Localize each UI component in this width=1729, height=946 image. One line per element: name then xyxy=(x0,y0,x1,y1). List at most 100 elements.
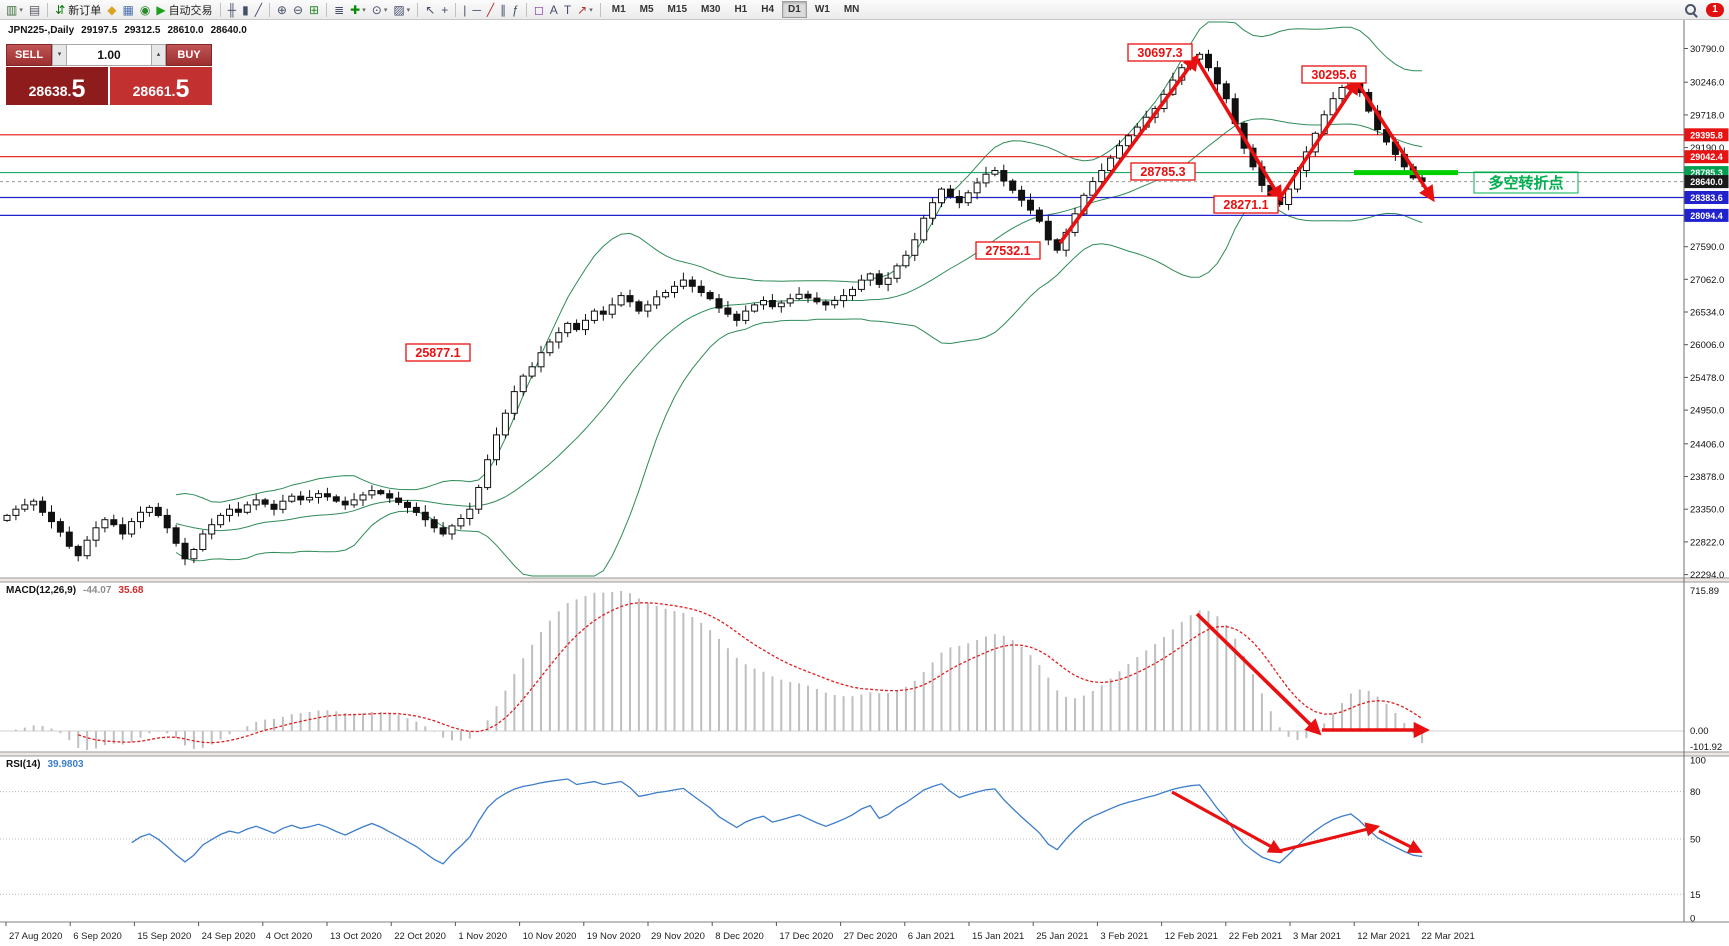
search-icon[interactable] xyxy=(1683,2,1699,18)
macd-axis-max: 715.89 xyxy=(1690,586,1719,597)
line-chart-icon[interactable]: ╱ xyxy=(252,1,265,19)
print-icon: ▦ xyxy=(122,2,134,17)
new-chart-icon[interactable]: ▥ ▾ xyxy=(3,1,26,19)
metaeditor-icon[interactable]: ◆ xyxy=(104,1,119,19)
time-tick-label: 25 Jan 2021 xyxy=(1036,931,1088,942)
cursor-icon: ↖ xyxy=(425,2,436,17)
shapes-icon[interactable]: ◻ xyxy=(531,1,547,19)
price-tick-label: 25478.0 xyxy=(1690,373,1724,384)
search-icon-handle xyxy=(1692,12,1698,18)
trend-arrow[interactable] xyxy=(1194,57,1283,203)
trend-arrow-rsi[interactable] xyxy=(1378,829,1423,853)
toolbar-separator xyxy=(219,2,221,17)
time-tick-label: 6 Sep 2020 xyxy=(73,931,122,942)
timeframe-mn[interactable]: MN xyxy=(843,4,860,15)
buy-price-main: 28661. xyxy=(132,83,176,99)
search-icon-circle xyxy=(1685,4,1696,15)
price-tick-label: 26534.0 xyxy=(1690,308,1724,319)
trendline-icon[interactable]: ╱ xyxy=(484,1,497,19)
price-tick-label: 22822.0 xyxy=(1690,537,1724,548)
time-tick-label: 19 Nov 2020 xyxy=(587,931,641,942)
macd-histogram xyxy=(14,591,1424,750)
horizontal-line-icon[interactable]: ─ xyxy=(469,1,484,19)
volume-input[interactable] xyxy=(67,44,151,66)
pivot-annotation[interactable]: 30697.3 xyxy=(1127,43,1193,62)
sell-price[interactable]: 28638. 5 xyxy=(6,67,108,105)
time-axis[interactable]: 27 Aug 2020 6 Sep 2020 15 Sep 2020 24 Sep 2… xyxy=(5,922,1475,942)
dropdown-caret-icon: ▾ xyxy=(19,6,23,14)
timeframe-buttons: M1 M5 M15 M30 H1 H4 D1 W1 MN xyxy=(605,0,867,20)
rsi-axis-80: 80 xyxy=(1690,787,1701,798)
tile-windows-icon[interactable]: ⊞ xyxy=(306,1,322,19)
price-axis[interactable]: 30790.0 30246.0 29718.0 29190.0 27590.0 27062… xyxy=(1684,44,1729,581)
svg-text:27532.1: 27532.1 xyxy=(985,244,1030,258)
pivot-annotation[interactable]: 25877.1 xyxy=(405,343,471,362)
indicators-icon[interactable]: ≣ xyxy=(331,1,347,19)
pivot-annotation[interactable]: 30295.6 xyxy=(1301,65,1367,84)
profiles-icon[interactable]: ▤ xyxy=(26,1,43,19)
candle-chart-icon[interactable]: ▮ xyxy=(239,1,252,19)
svg-text:28094.4: 28094.4 xyxy=(1690,211,1723,221)
svg-text:28271.1: 28271.1 xyxy=(1223,198,1268,212)
buy-button[interactable]: BUY xyxy=(166,44,212,66)
trend-arrow-rsi[interactable] xyxy=(1278,822,1381,853)
trend-arrow[interactable] xyxy=(1278,77,1360,199)
price-tick-label: 24950.0 xyxy=(1690,406,1724,417)
text-icon[interactable]: A xyxy=(547,1,561,19)
trend-arrow[interactable] xyxy=(1355,81,1435,203)
chart-note[interactable]: 多空转折点 xyxy=(1473,171,1579,194)
ohlc-low: 28610.0 xyxy=(167,25,204,36)
trend-arrow-rsi[interactable] xyxy=(1171,790,1283,854)
pivot-annotation[interactable]: 28271.1 xyxy=(1213,195,1279,214)
panel-separator[interactable] xyxy=(0,752,1729,756)
volume-decrease-button[interactable]: ▾ xyxy=(52,44,67,66)
trend-arrow[interactable] xyxy=(1058,54,1199,245)
svg-text:28640.0: 28640.0 xyxy=(1690,177,1723,187)
new-order-button[interactable]: ⇵ 新订单 xyxy=(52,1,104,19)
periods-icon[interactable]: ⊙ ▾ xyxy=(369,1,391,19)
pivot-annotation[interactable]: 28785.3 xyxy=(1130,162,1196,181)
volume-increase-button[interactable]: ▴ xyxy=(151,44,166,66)
data-window-icon[interactable]: ◉ xyxy=(137,1,153,19)
time-tick-label: 3 Mar 2021 xyxy=(1293,931,1341,942)
text-icon: A xyxy=(549,2,558,17)
sell-button[interactable]: SELL xyxy=(6,44,52,66)
label-icon[interactable]: T xyxy=(561,1,574,19)
timeframe-w1[interactable]: W1 xyxy=(814,4,830,15)
timeframe-d1[interactable]: D1 xyxy=(782,1,807,18)
cursor-icon[interactable]: ↖ xyxy=(422,1,438,19)
panel-separator[interactable] xyxy=(0,578,1729,582)
profiles-icon: ▤ xyxy=(28,2,41,17)
channel-icon[interactable]: ∥ xyxy=(497,1,509,19)
bar-chart-icon[interactable]: ╫ xyxy=(225,1,240,19)
print-icon[interactable]: ▦ xyxy=(120,1,137,19)
add-indicator-icon[interactable]: ✚ ▾ xyxy=(347,1,369,19)
channel-icon: ∥ xyxy=(500,2,507,17)
trend-arrows-main xyxy=(1058,54,1435,245)
pivot-annotation[interactable]: 27532.1 xyxy=(975,241,1041,260)
trend-arrow-macd[interactable] xyxy=(1195,612,1322,736)
support-level-segment[interactable] xyxy=(1354,170,1458,176)
zoom-in-icon: ⊕ xyxy=(276,2,287,17)
time-tick-label: 4 Oct 2020 xyxy=(266,931,312,942)
toolbar-separator xyxy=(268,2,270,17)
autotrading-button[interactable]: ▶ 自动交易 xyxy=(153,1,215,19)
vertical-line-icon[interactable]: | xyxy=(460,1,469,19)
notification-badge[interactable]: 1 xyxy=(1706,3,1724,17)
fibonacci-icon[interactable]: ƒ xyxy=(509,1,522,19)
zoom-out-icon[interactable]: ⊖ xyxy=(290,1,306,19)
timeframe-m15[interactable]: M15 xyxy=(667,4,687,15)
time-tick-label: 22 Mar 2021 xyxy=(1421,931,1474,942)
timeframe-m1[interactable]: M1 xyxy=(611,4,626,15)
templates-icon[interactable]: ▨ ▾ xyxy=(390,1,413,19)
buy-price[interactable]: 28661. 5 xyxy=(110,67,212,105)
crosshair-icon[interactable]: + xyxy=(438,1,451,19)
timeframe-h4[interactable]: H4 xyxy=(761,4,775,15)
zoom-in-icon[interactable]: ⊕ xyxy=(274,1,290,19)
timeframe-m30[interactable]: M30 xyxy=(701,4,721,15)
timeframe-h1[interactable]: H1 xyxy=(734,4,748,15)
dropdown-caret-icon: ▾ xyxy=(383,6,388,14)
arrow-tools-icon[interactable]: ↗ ▾ xyxy=(574,1,596,19)
time-tick-label: 22 Oct 2020 xyxy=(394,931,446,942)
timeframe-m5[interactable]: M5 xyxy=(639,4,654,15)
